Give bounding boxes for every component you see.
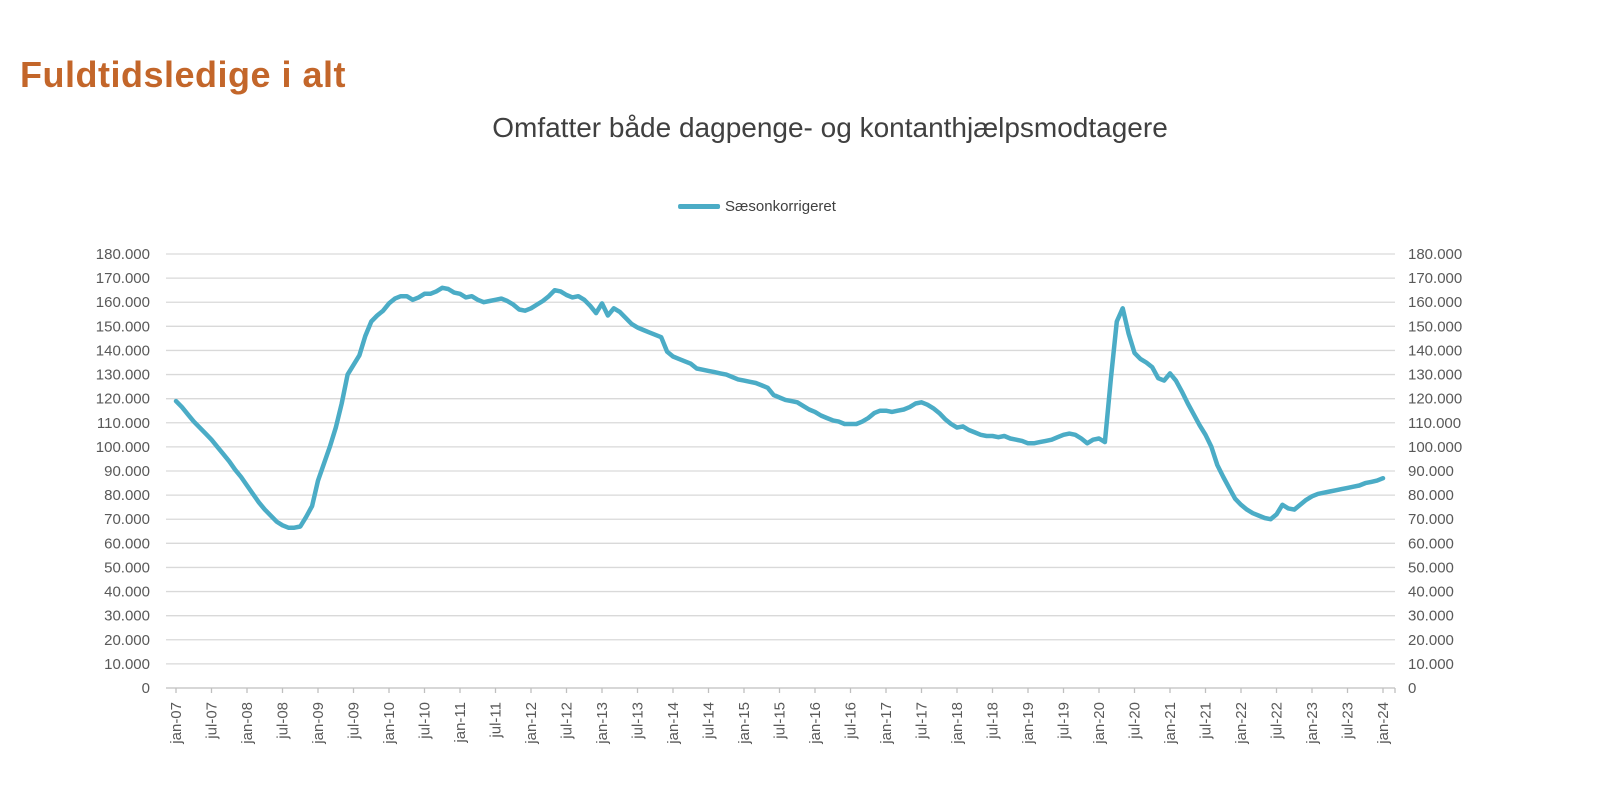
y-axis-label-left: 180.000 (96, 246, 150, 263)
x-axis-label: jan-13 (594, 702, 611, 745)
x-axis-label: jul-17 (914, 702, 931, 740)
y-axis-label-left: 120.000 (96, 391, 150, 408)
y-axis-label-left: 100.000 (96, 439, 150, 456)
y-axis-label-right: 120.000 (1408, 391, 1462, 408)
y-axis-label-right: 180.000 (1408, 246, 1462, 263)
x-axis-label: jul-16 (843, 702, 860, 740)
y-axis-label-left: 60.000 (104, 535, 150, 552)
x-axis-label: jul-10 (417, 702, 434, 740)
x-axis-label: jul-13 (630, 702, 647, 740)
x-axis-label: jan-17 (878, 702, 895, 745)
x-axis-label: jul-09 (346, 702, 363, 740)
x-axis-label: jul-15 (772, 702, 789, 740)
legend-label: Sæsonkorrigeret (725, 198, 836, 215)
x-axis-label: jan-18 (949, 702, 966, 745)
y-axis-label-left: 170.000 (96, 270, 150, 287)
x-axis-label: jan-15 (736, 702, 753, 745)
y-axis-label-right: 140.000 (1408, 342, 1462, 359)
y-axis-label-left: 90.000 (104, 463, 150, 480)
x-axis-label: jul-21 (1198, 702, 1215, 740)
x-axis-label: jul-14 (701, 702, 718, 740)
y-axis-label-right: 160.000 (1408, 294, 1462, 311)
y-axis-label-left: 140.000 (96, 342, 150, 359)
x-axis-label: jan-11 (452, 702, 469, 744)
y-axis-label-left: 20.000 (104, 632, 150, 649)
x-axis-label: jan-14 (665, 702, 682, 745)
legend-line-swatch-icon (678, 204, 721, 209)
y-axis-label-left: 10.000 (104, 656, 150, 673)
x-axis-label: jan-24 (1375, 702, 1392, 745)
x-axis-label: jan-07 (168, 702, 185, 745)
x-axis-label: jul-19 (1056, 702, 1073, 740)
y-axis-label-left: 70.000 (104, 511, 150, 528)
y-axis-label-right: 50.000 (1408, 559, 1454, 576)
y-axis-label-right: 10.000 (1408, 656, 1454, 673)
y-axis-label-right: 60.000 (1408, 535, 1454, 552)
y-axis-label-left: 0 (142, 680, 150, 697)
y-axis-label-right: 150.000 (1408, 318, 1462, 335)
x-axis-label: jan-08 (239, 702, 256, 745)
data-line-saesonkorrigeret (173, 285, 1386, 530)
x-axis-label: jul-20 (1127, 702, 1144, 740)
y-axis-label-right: 30.000 (1408, 608, 1454, 625)
x-axis-label: jul-12 (559, 702, 576, 740)
y-axis-label-left: 150.000 (96, 318, 150, 335)
x-axis-label: jan-10 (381, 702, 398, 745)
x-axis-label: jul-11 (488, 702, 505, 739)
y-axis-label-right: 90.000 (1408, 463, 1454, 480)
x-axis-label: jan-21 (1162, 702, 1179, 745)
y-axis-label-right: 130.000 (1408, 367, 1462, 384)
x-axis-label: jan-22 (1233, 702, 1250, 745)
x-axis-label: jan-12 (523, 702, 540, 745)
y-axis-label-right: 110.000 (1408, 415, 1461, 432)
x-axis-label: jan-20 (1091, 702, 1108, 745)
y-axis-label-left: 130.000 (96, 367, 150, 384)
x-axis-label: jul-23 (1340, 702, 1357, 740)
y-axis-label-left: 30.000 (104, 608, 150, 625)
x-axis-label: jan-09 (310, 702, 327, 745)
chart-legend: Sæsonkorrigeret (678, 198, 836, 215)
chart-title: Omfatter både dagpenge- og kontanthjælps… (492, 112, 1168, 143)
x-axis-label: jan-16 (807, 702, 824, 745)
x-axis-label: jul-18 (985, 702, 1002, 740)
x-axis-label: jan-23 (1304, 702, 1321, 745)
y-axis-label-right: 40.000 (1408, 584, 1454, 601)
y-axis-label-left: 40.000 (104, 584, 150, 601)
x-axis-label: jan-19 (1020, 702, 1037, 745)
y-axis-label-left: 110.000 (97, 415, 150, 432)
y-axis-label-right: 20.000 (1408, 632, 1454, 649)
page-title: Fuldtidsledige i alt (20, 54, 347, 96)
x-axis-label: jul-22 (1269, 702, 1286, 740)
y-axis-label-left: 50.000 (104, 559, 150, 576)
y-axis-label-right: 70.000 (1408, 511, 1454, 528)
y-axis-label-left: 80.000 (104, 487, 150, 504)
x-axis-label: jul-08 (275, 702, 292, 740)
y-axis-label-left: 160.000 (96, 294, 150, 311)
y-axis-label-right: 80.000 (1408, 487, 1454, 504)
x-axis-label: jul-07 (204, 702, 221, 740)
y-axis-label-right: 170.000 (1408, 270, 1462, 287)
y-axis-label-right: 0 (1408, 680, 1416, 697)
y-axis-label-right: 100.000 (1408, 439, 1462, 456)
